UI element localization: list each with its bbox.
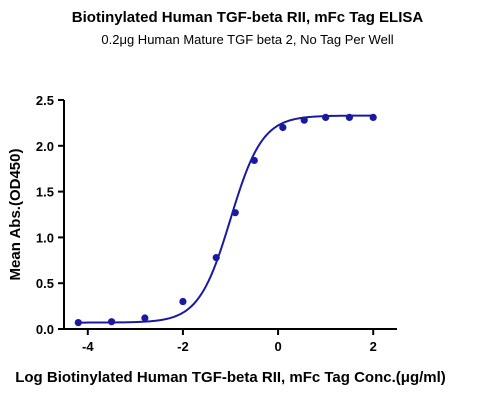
data-point [179,297,187,306]
data-point [231,209,239,217]
data-points [74,113,377,327]
x-tick-label: -2 [177,339,189,354]
data-point [74,318,82,327]
x-axis-label: Log Biotinylated Human TGF-beta RII, mFc… [15,369,446,386]
axes [63,100,397,330]
x-tick-label: -4 [82,339,94,354]
fit-curve-layer [78,114,374,324]
y-tick-label: 0.5 [36,276,54,291]
data-point [322,113,330,122]
data-point [279,123,287,132]
chart-title: Biotinylated Human TGF-beta RII, mFc Tag… [71,9,424,26]
data-point [300,116,308,124]
fit-curve [78,114,374,324]
y-tick-label: 2.0 [36,139,54,154]
y-axis-label: Mean Abs.(OD450) [7,149,24,281]
data-point [141,314,149,322]
data-point [107,318,116,326]
data-point [369,113,377,122]
y-tick-label: 1.5 [36,185,54,200]
data-point [250,156,258,165]
y-tick-label: 1.0 [36,230,54,245]
data-point [345,113,354,122]
data-point [212,253,220,262]
tick-marks: 0.0 0.5 1.0 1.5 2.0 2.5 -4 -2 0 2 [36,93,377,354]
chart-subtitle: 0.2μg Human Mature TGF beta 2, No Tag Pe… [101,32,394,47]
x-tick-label: 2 [370,339,377,354]
y-tick-label: 0.0 [36,322,54,337]
x-tick-label: 0 [274,339,281,354]
y-tick-label: 2.5 [36,93,54,108]
